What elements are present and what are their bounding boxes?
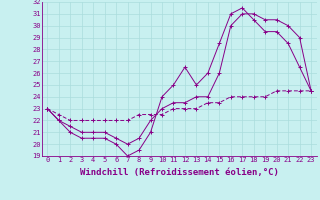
X-axis label: Windchill (Refroidissement éolien,°C): Windchill (Refroidissement éolien,°C) xyxy=(80,168,279,177)
